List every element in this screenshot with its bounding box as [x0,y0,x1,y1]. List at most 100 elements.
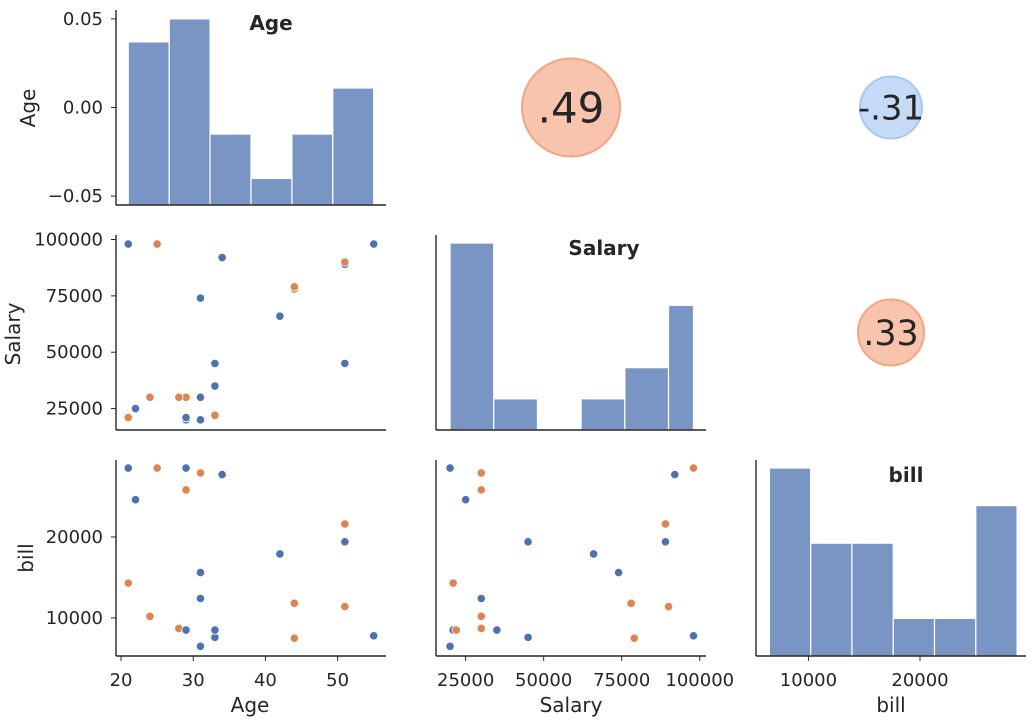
y-tick-label: 100000 [34,230,103,251]
scatter-point [195,567,206,578]
y-axis-label: bill [14,543,38,572]
scatter-point [217,252,227,263]
y-tick-label: 50000 [46,342,103,363]
age-hist-bar [209,133,252,206]
scatter-point [145,611,155,621]
scatter-point [181,413,191,423]
scatter-point [476,623,486,634]
y-axis-label: Salary [1,302,25,365]
scatter-point [174,392,184,402]
bill-hist-bar [892,617,936,657]
scatter-point [123,578,133,588]
scatter-point [195,415,206,425]
scatter-point [445,641,455,651]
scatter-point [340,601,350,612]
scatter-point [589,549,599,559]
scatter-point [152,239,162,249]
scatter-point [289,633,299,643]
scatter-point [145,392,155,402]
x-axis-label: Salary [540,693,603,717]
x-tick-label: 50000 [515,670,572,691]
scatter-point [181,625,191,635]
scatter-point [451,625,461,635]
scatter-point [448,578,458,588]
scatter-point [130,495,141,505]
scatter-point [688,463,699,473]
scatter-point [123,239,133,249]
diag-title-age: Age [249,11,292,35]
bill-hist-bar [851,542,894,657]
scatter-point [523,632,533,642]
scatter-point [210,410,220,420]
scatter-point [369,631,379,641]
scatter-point [660,519,671,529]
correlation-circle [857,298,925,367]
y-tick-label: 10000 [46,608,103,629]
salary-hist-bar [449,242,495,431]
scatter-point [210,381,220,391]
scatter-point [152,463,162,473]
scatter-point [340,358,350,369]
scatter-point [123,413,133,423]
x-tick-label: 75000 [593,670,650,691]
scatter-point [340,537,350,547]
scatter-point [614,567,624,578]
scatter-point [195,641,206,651]
correlation-circle [859,75,923,140]
correlation-label: .49 [538,84,605,133]
correlation-label: -.31 [858,89,924,129]
scatter-point [476,485,486,495]
salary-hist-bar [624,367,670,431]
scatter-point [181,485,191,495]
scatter-point [492,625,502,635]
y-tick-label: 20000 [46,527,103,548]
salary-hist-bar [493,398,539,431]
scatter-point [195,468,206,478]
scatter-point [688,631,699,641]
scatter-point [670,469,680,480]
scatter-point [476,593,486,604]
scatter-point [195,293,206,303]
scatter-point [275,311,285,321]
bill-hist-bar [768,467,812,657]
age-hist-bar [127,41,170,206]
scatter-point [210,358,220,369]
scatter-point [660,537,671,547]
scatter-point [195,593,206,604]
x-tick-label: 40 [254,670,277,691]
scatter-point [289,598,299,608]
x-tick-label: 100000 [665,670,734,691]
bill-hist-bar [933,617,977,657]
scatter-point [523,537,533,547]
scatter-point [130,403,141,414]
scatter-point [663,601,674,612]
scatter-point [369,239,379,249]
scatter-point [275,549,285,559]
scatter-point [340,257,350,267]
x-tick-label: 20 [110,670,133,691]
scatter-point [476,468,486,478]
x-tick-label: 20000 [891,670,948,691]
scatter-point [626,598,636,608]
scatter-point [181,463,191,473]
age-hist-bar [250,177,293,206]
age-hist-bar [332,87,375,206]
correlation-label: .33 [863,314,919,354]
y-tick-label: 0.00 [63,98,103,119]
diag-title-bill: bill [889,463,924,487]
y-tick-label: 75000 [46,286,103,307]
scatter-point [289,282,299,292]
bill-hist-bar [975,505,1018,657]
diag-title-salary: Salary [568,236,639,260]
salary-hist-bar [580,398,626,431]
correlation-circle [521,57,621,158]
x-tick-label: 30 [182,670,205,691]
x-tick-label: 25000 [437,670,494,691]
scatter-point [476,611,486,621]
age-hist-bar [291,133,334,206]
x-axis-label: Age [231,693,270,717]
scatter-point [445,463,455,473]
y-axis-label: Age [16,89,40,128]
y-tick-label: −0.05 [48,186,103,207]
age-hist-bar [168,18,211,206]
